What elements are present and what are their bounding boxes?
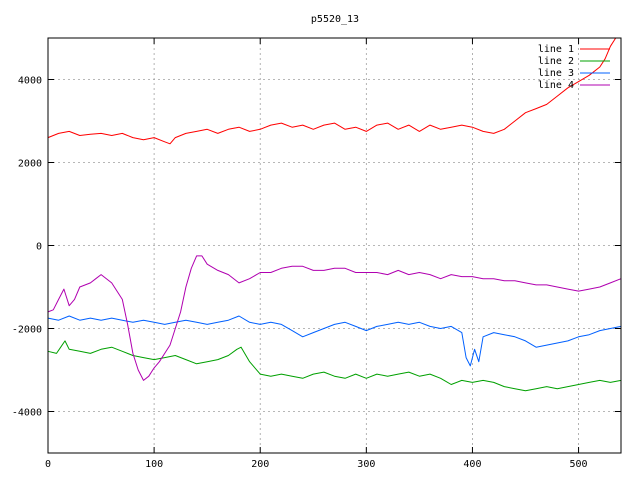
grid-lines xyxy=(48,38,621,453)
x-tick-label: 400 xyxy=(463,459,481,470)
series-line-4 xyxy=(47,255,622,381)
y-tick-label: 0 xyxy=(36,242,42,253)
series-line-2 xyxy=(47,340,622,392)
legend-label-3: line 3 xyxy=(538,68,574,79)
legend-label-1: line 1 xyxy=(538,44,574,55)
legend-label-4: line 4 xyxy=(538,80,574,91)
series-line-1 xyxy=(47,37,617,145)
series-group xyxy=(47,37,622,392)
y-tick-labels: -4000 -2000 0 2000 4000 xyxy=(12,76,42,419)
y-tick-label: -4000 xyxy=(12,408,42,419)
x-tick-labels: 0 100 200 300 400 500 xyxy=(45,459,588,470)
y-tick-label: 4000 xyxy=(18,76,42,87)
x-tick-label: 0 xyxy=(45,459,51,470)
series-line-3 xyxy=(47,315,622,367)
chart-title: p5520_13 xyxy=(311,14,359,25)
axis-ticks xyxy=(47,38,621,453)
x-tick-label: 500 xyxy=(570,459,588,470)
x-tick-label: 300 xyxy=(357,459,375,470)
x-tick-label: 100 xyxy=(145,459,163,470)
y-tick-label: -2000 xyxy=(12,325,42,336)
y-tick-label: 2000 xyxy=(18,159,42,170)
legend-label-2: line 2 xyxy=(538,56,574,67)
x-tick-label: 200 xyxy=(251,459,269,470)
